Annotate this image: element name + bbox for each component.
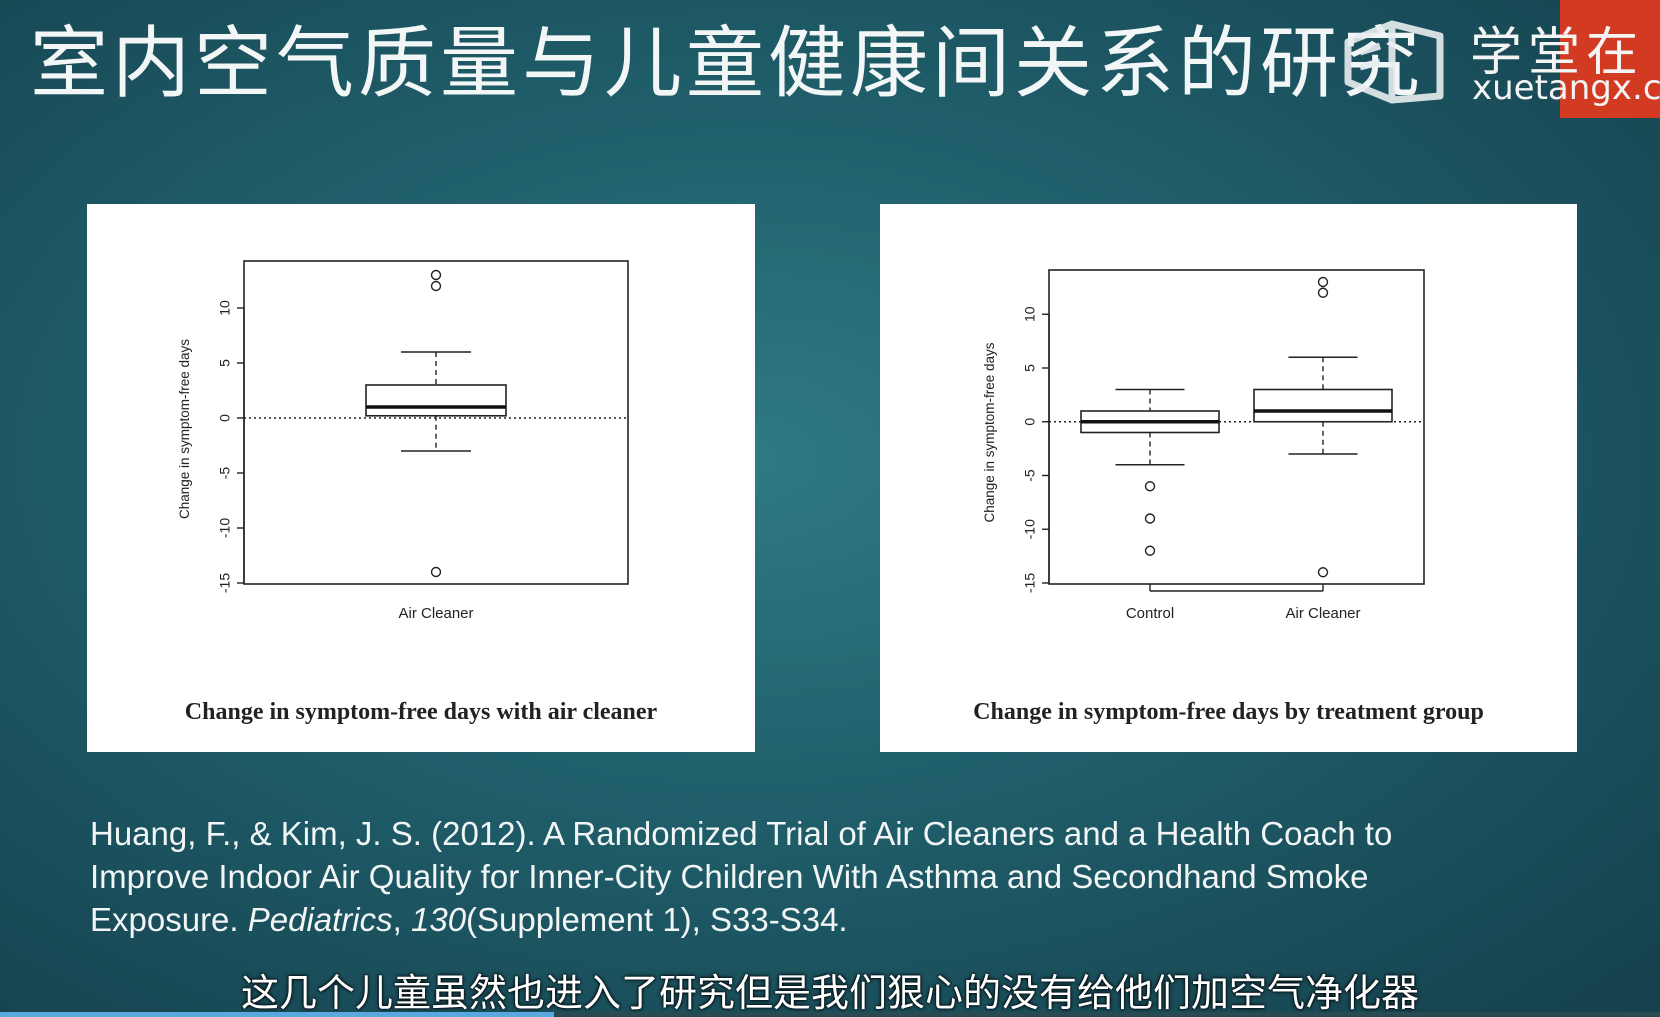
y-tick-label: -5: [1022, 469, 1038, 482]
x-tick-label: Air Cleaner: [1285, 605, 1360, 622]
y-tick-label: 5: [1022, 364, 1038, 372]
y-tick-label: 5: [217, 359, 233, 367]
citation-line-3-end: (Supplement 1), S33-S34.: [466, 901, 848, 938]
y-axis-label: Change in symptom-free days: [982, 342, 997, 522]
box-iqr: [365, 384, 507, 417]
video-subtitle: 这几个儿童虽然也进入了研究但是我们狠心的没有给他们加空气净化器: [240, 971, 1419, 1015]
watermark-en-text: xuetangx.c: [1472, 68, 1660, 108]
xuetangx-logo-icon: [1344, 20, 1444, 104]
y-tick-label: -15: [1022, 573, 1038, 593]
chart-caption-left: Change in symptom-free days with air cle…: [184, 699, 658, 725]
boxplot-treatment-group: -15 -10 -5 0 5 10 Change in symptom-free days C…: [982, 269, 1425, 622]
video-progress-fill: [0, 1012, 555, 1017]
y-tick-label: -10: [217, 518, 233, 538]
citation-line-1: Huang, F., & Kim, J. S. (2012). A Random…: [90, 815, 1393, 852]
y-tick-label: -5: [217, 467, 233, 480]
y-tick-label: -15: [217, 573, 233, 593]
x-tick-label: Control: [1126, 605, 1174, 622]
chart-panel-left: -15 -10 -5 0 5 10 Change in symptom-free days A…: [87, 204, 755, 752]
outlier-point: [1144, 545, 1156, 556]
chart-panel-right: -15 -10 -5 0 5 10 Change in symptom-free days C…: [880, 204, 1577, 752]
box-iqr: [1253, 388, 1393, 423]
citation-comma: ,: [392, 901, 411, 938]
watermark-cn-text: 学堂在: [1470, 23, 1645, 83]
outlier-point: [1144, 513, 1156, 524]
citation-reference: Huang, F., & Kim, J. S. (2012). A Random…: [90, 812, 1590, 941]
y-tick-label: 10: [1022, 306, 1038, 322]
citation-journal: Pediatrics: [247, 901, 393, 938]
y-tick-label: 0: [1022, 418, 1038, 426]
outlier-point: [430, 566, 442, 578]
y-tick-label: 10: [217, 300, 233, 316]
outlier-point: [1317, 567, 1329, 578]
citation-line-2: Improve Indoor Air Quality for Inner-Cit…: [90, 858, 1369, 895]
citation-volume: 130: [410, 901, 467, 938]
boxplot-air-cleaner: -15 -10 -5 0 5 10 Change in symptom-free days A…: [177, 260, 629, 622]
outlier-point: [430, 280, 442, 292]
watermark-background: [1560, 0, 1660, 118]
outlier-point: [1144, 481, 1156, 492]
chart-caption-right: Change in symptom-free days by treatment…: [973, 699, 1484, 725]
slide-title: 室内空气质量与儿童健康间关系的研究: [30, 19, 1425, 109]
citation-line-3: Exposure. Pediatrics, 130(Supplement 1),…: [90, 898, 1590, 941]
plot-frame: [243, 260, 629, 585]
y-tick-label: 0: [217, 414, 233, 422]
outlier-point: [1317, 287, 1329, 298]
outlier-point: [430, 269, 442, 281]
citation-line-3-start: Exposure.: [90, 901, 248, 938]
x-tick-label: Air Cleaner: [398, 605, 473, 622]
y-axis-label: Change in symptom-free days: [177, 339, 192, 519]
outlier-point: [1317, 276, 1329, 288]
y-tick-label: -10: [1022, 519, 1038, 539]
video-progress-bar[interactable]: [0, 1012, 1660, 1017]
